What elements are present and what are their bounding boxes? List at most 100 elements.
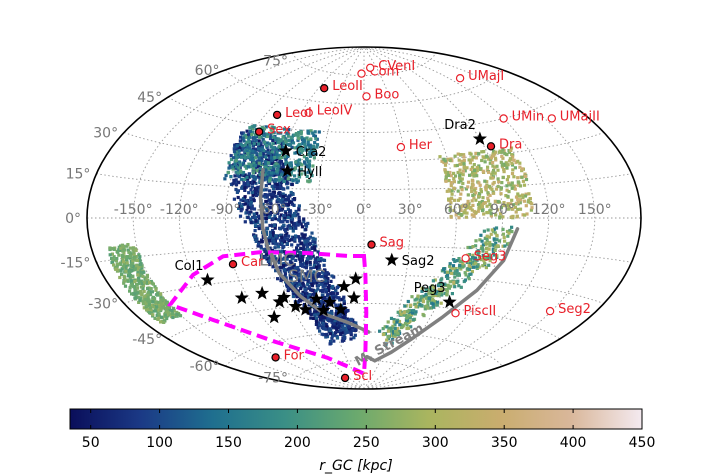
data-point [296, 150, 300, 155]
data-point [446, 173, 451, 177]
data-point [308, 235, 312, 239]
data-point [262, 173, 266, 177]
data-point [524, 192, 528, 196]
data-point [496, 199, 500, 204]
data-point [338, 298, 342, 302]
data-point [447, 284, 451, 288]
data-point [152, 305, 156, 309]
data-point [297, 137, 301, 141]
data-point [493, 199, 497, 203]
data-point [268, 223, 272, 228]
data-point [342, 299, 346, 303]
data-point [308, 308, 312, 312]
data-point [493, 171, 497, 175]
data-point [494, 245, 498, 249]
data-point [150, 311, 154, 315]
data-point [286, 134, 290, 138]
data-point [383, 325, 387, 329]
data-point [314, 316, 318, 320]
candidate-marker [200, 272, 215, 286]
data-point [233, 163, 237, 167]
data-point [291, 229, 295, 233]
data-point [149, 287, 153, 291]
data-point [304, 242, 309, 246]
data-point [444, 170, 448, 174]
data-point [258, 169, 262, 173]
data-point [155, 305, 159, 309]
data-point [249, 188, 253, 192]
data-point [530, 206, 534, 210]
data-point [243, 177, 247, 181]
data-point [281, 266, 286, 270]
data-point [271, 224, 275, 228]
data-point [274, 242, 278, 246]
data-point [155, 307, 159, 311]
data-point [327, 284, 331, 288]
data-point [146, 291, 150, 295]
data-point [393, 326, 397, 331]
data-point [243, 156, 247, 160]
data-point [248, 143, 252, 147]
data-point [250, 154, 254, 158]
data-point [347, 319, 352, 323]
data-point [434, 293, 438, 298]
data-point [494, 187, 499, 191]
data-point [411, 318, 415, 322]
data-point [159, 300, 163, 304]
colorbar-tick-label: 300 [422, 435, 449, 451]
data-point [248, 129, 252, 133]
data-point [108, 246, 112, 250]
data-point [237, 180, 241, 184]
data-point [112, 255, 116, 259]
data-point [259, 246, 263, 250]
data-point [232, 197, 236, 201]
data-point [491, 247, 495, 251]
data-point [286, 286, 290, 290]
data-point [486, 210, 490, 215]
data-point [501, 215, 505, 219]
data-point [300, 275, 304, 279]
data-point [231, 182, 235, 186]
data-point [311, 236, 315, 240]
data-point [452, 280, 456, 284]
data-point [486, 228, 490, 232]
data-point [424, 304, 428, 308]
data-point [297, 204, 301, 208]
data-point [481, 264, 485, 268]
data-point [239, 209, 243, 213]
data-point [262, 247, 266, 252]
data-point [524, 174, 528, 178]
data-point [486, 242, 490, 246]
data-point [276, 198, 280, 202]
data-point [465, 267, 469, 271]
data-point [310, 174, 314, 178]
data-point [247, 191, 251, 195]
lon-tick-label: 150° [578, 202, 612, 218]
data-point [305, 174, 309, 178]
data-point [284, 197, 288, 201]
parallel-line [225, 331, 503, 367]
data-point [286, 267, 290, 271]
data-point [271, 231, 275, 235]
data-point [485, 250, 489, 254]
data-point [241, 198, 245, 203]
data-point [266, 193, 270, 197]
data-point [294, 234, 298, 238]
data-point [450, 189, 454, 193]
data-point [463, 209, 467, 213]
data-point [244, 166, 248, 170]
data-point [159, 292, 163, 296]
data-point [146, 304, 150, 308]
data-point [313, 276, 317, 280]
data-point [313, 130, 317, 134]
data-point [229, 154, 233, 158]
lat-tick-label: 60° [195, 63, 220, 79]
data-point [286, 207, 290, 211]
data-point [496, 184, 500, 189]
parallel-line [225, 69, 503, 105]
data-point [479, 188, 483, 192]
data-point [153, 285, 157, 289]
meridian-line [271, 47, 365, 389]
data-point [255, 237, 259, 241]
